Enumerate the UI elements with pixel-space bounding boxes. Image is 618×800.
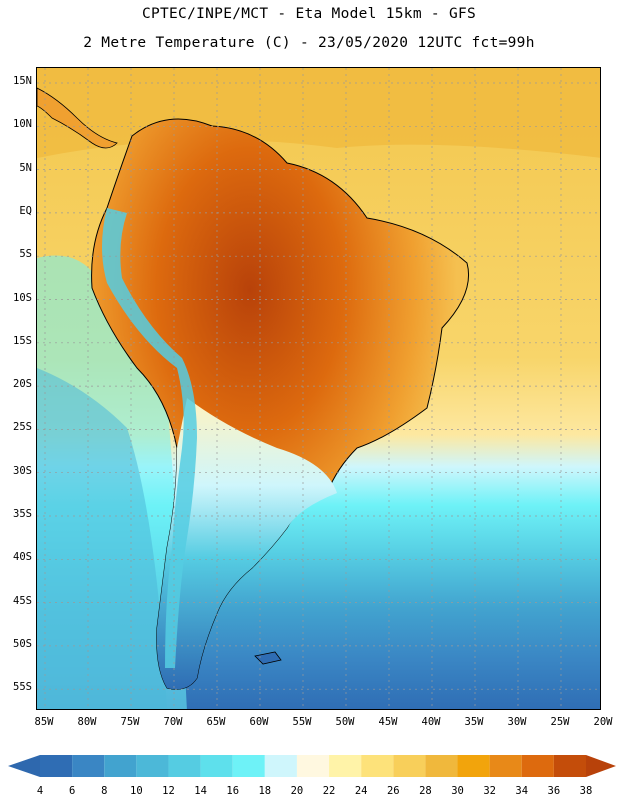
- colorbar-tick-label: 32: [483, 785, 496, 797]
- colorbar-under-arrow: [8, 755, 40, 777]
- colorbar-over-arrow: [586, 755, 616, 777]
- lon-label: 65W: [206, 716, 226, 728]
- lon-label: 85W: [34, 716, 54, 728]
- lon-label: 35W: [464, 716, 484, 728]
- falkland-islands: [254, 651, 282, 665]
- colorbar-tick-label: 10: [130, 785, 143, 797]
- southern-cone-field: [156, 398, 337, 690]
- colorbar-tick-label: 26: [386, 785, 400, 797]
- temperature-map: [36, 67, 601, 710]
- lon-label: 25W: [550, 716, 570, 728]
- pacific-cooler-region: [37, 368, 167, 709]
- lat-label: 15S: [13, 334, 32, 347]
- colorbar-swatch: [329, 755, 362, 777]
- colorbar-swatch: [72, 755, 105, 777]
- lon-label: 20W: [593, 716, 613, 728]
- colorbar-swatch: [104, 755, 137, 777]
- colorbar-swatch: [200, 755, 233, 777]
- colorbar-tick-label: 8: [101, 785, 108, 797]
- map-canvas: [37, 68, 600, 709]
- colorbar-swatch: [457, 755, 490, 777]
- colorbar-swatch: [40, 755, 73, 777]
- lat-label: EQ: [19, 204, 32, 217]
- lon-label: 50W: [335, 716, 355, 728]
- lat-label: 10S: [13, 291, 32, 304]
- lon-label: 70W: [163, 716, 183, 728]
- lon-label: 40W: [421, 716, 441, 728]
- lon-label: 75W: [120, 716, 140, 728]
- lon-label: 60W: [249, 716, 269, 728]
- colorbar-swatch: [521, 755, 554, 777]
- colorbar-swatch: [393, 755, 426, 777]
- colorbar-swatch: [232, 755, 265, 777]
- lon-label: 80W: [77, 716, 97, 728]
- lat-label: 10N: [13, 118, 32, 131]
- andes-cold-strip: [102, 208, 197, 668]
- colorbar-tick-label: 34: [515, 785, 529, 797]
- colorbar-swatch: [489, 755, 522, 777]
- colorbar-swatch: [264, 755, 297, 777]
- lat-label: 5N: [19, 161, 32, 174]
- colorbar-swatch: [296, 755, 330, 777]
- colorbar-tick-label: 18: [258, 785, 272, 797]
- colorbar-tick-label: 4: [36, 785, 44, 797]
- colorbar-tick-label: 28: [419, 785, 432, 797]
- colorbar-tick-label: 20: [290, 785, 304, 797]
- colorbar-swatch: [553, 755, 586, 777]
- lon-label: 30W: [507, 716, 527, 728]
- map-title-line-2: 2 Metre Temperature (C) - 23/05/2020 12U…: [83, 35, 535, 51]
- lat-label: 5S: [19, 248, 32, 261]
- lat-label: 20S: [13, 378, 32, 391]
- colorbar-tick-label: 36: [547, 785, 561, 797]
- lon-label: 55W: [292, 716, 312, 728]
- temperature-colorbar: [8, 755, 616, 777]
- colorbar-tick-label: 30: [451, 785, 464, 797]
- colorbar-tick-label: 22: [322, 785, 336, 797]
- lat-label: 25S: [13, 421, 32, 434]
- lon-label: 45W: [378, 716, 398, 728]
- colorbar-tick-label: 24: [354, 785, 368, 797]
- lat-label: 50S: [13, 637, 32, 650]
- lat-label: 30S: [13, 464, 32, 477]
- colorbar-swatch: [168, 755, 201, 777]
- colorbar-swatch: [136, 755, 169, 777]
- colorbar-tick-label: 6: [68, 785, 76, 797]
- caribbean-warm-band: [37, 68, 600, 158]
- colorbar-swatch: [361, 755, 394, 777]
- lat-label: 35S: [13, 508, 32, 520]
- lat-label: 45S: [13, 594, 32, 607]
- lat-label: 15N: [13, 75, 32, 87]
- colorbar-tick-label: 12: [162, 785, 175, 797]
- colorbar-tick-label: 38: [579, 785, 593, 797]
- lat-label: 55S: [13, 681, 32, 694]
- lat-label: 40S: [13, 551, 32, 564]
- colorbar-tick-label: 16: [226, 785, 240, 797]
- colorbar-swatches: [40, 755, 586, 777]
- central-america: [37, 87, 118, 149]
- colorbar-tick-label: 14: [194, 785, 207, 797]
- graticule: [37, 68, 600, 709]
- colorbar-swatch: [425, 755, 458, 777]
- map-title-line-1: CPTEC/INPE/MCT - Eta Model 15km - GFS: [141, 6, 477, 22]
